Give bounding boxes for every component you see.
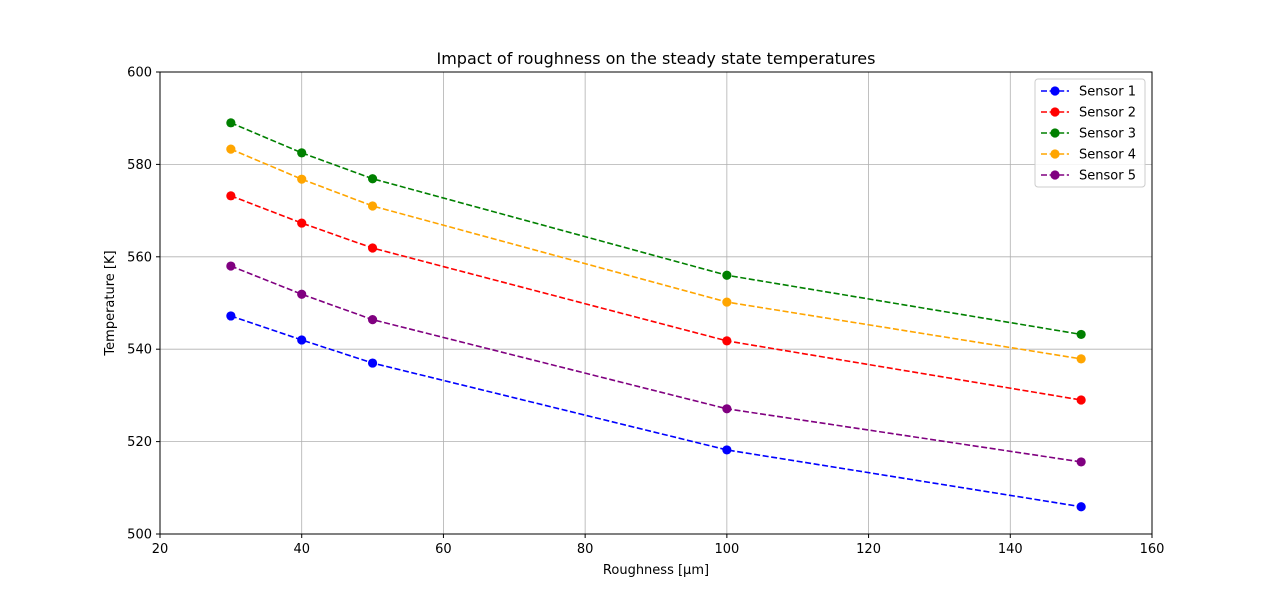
legend-item: Sensor 3: [1041, 127, 1136, 142]
data-point: [297, 335, 307, 345]
legend-label: Sensor 2: [1079, 106, 1136, 121]
series-3: [226, 118, 1086, 340]
data-point: [226, 311, 236, 321]
legend-box: [1034, 78, 1146, 188]
y-tick-label: 540: [127, 343, 152, 358]
data-point: [297, 174, 307, 184]
legend-item: Sensor 1: [1041, 85, 1136, 100]
x-tick-label: 80: [577, 542, 594, 557]
data-point: [1076, 329, 1086, 340]
data-point: [1076, 395, 1086, 405]
data-point: [226, 261, 236, 271]
legend-item: Sensor 4: [1041, 148, 1136, 163]
series-1: [226, 311, 1086, 512]
series-line: [230, 195, 1082, 401]
data-point: [722, 297, 732, 307]
legend-marker: [1050, 107, 1060, 117]
data-point: [1076, 354, 1086, 364]
series-group: [226, 118, 1086, 512]
legend-label: Sensor 5: [1079, 169, 1136, 184]
x-tick-label: 120: [856, 542, 881, 557]
x-axis-label: Roughness [μm]: [603, 563, 709, 578]
legend-item: Sensor 2: [1041, 106, 1136, 121]
y-tick-label: 500: [127, 528, 152, 543]
data-point: [722, 270, 732, 280]
series-5: [226, 261, 1086, 467]
data-point: [297, 148, 307, 158]
data-point: [367, 174, 378, 184]
legend-marker: [1050, 86, 1060, 96]
grid-lines: [159, 71, 1153, 535]
series-line: [230, 148, 1082, 360]
x-tick-label: 40: [293, 542, 310, 557]
y-tick-label: 560: [127, 250, 152, 265]
x-tick-label: 60: [435, 542, 452, 557]
legend-label: Sensor 1: [1079, 85, 1136, 100]
data-point: [297, 289, 307, 299]
data-point: [367, 358, 378, 368]
data-point: [226, 191, 236, 201]
y-tick-label: 600: [127, 66, 152, 81]
data-point: [297, 218, 307, 228]
series-2: [226, 191, 1086, 405]
data-point: [367, 315, 378, 325]
legend-marker: [1050, 170, 1060, 180]
legend-marker: [1050, 128, 1060, 138]
data-point: [367, 201, 378, 211]
data-point: [722, 445, 732, 455]
series-4: [226, 144, 1086, 364]
series-line: [230, 122, 1082, 336]
data-point: [1076, 502, 1086, 512]
legend-label: Sensor 4: [1079, 148, 1136, 163]
data-point: [226, 118, 236, 128]
x-tick-label: 160: [1140, 542, 1165, 557]
x-tick-label: 20: [152, 542, 169, 557]
data-point: [1076, 457, 1086, 467]
legend-label: Sensor 3: [1079, 127, 1136, 142]
y-tick-label: 520: [127, 435, 152, 450]
data-point: [722, 404, 732, 414]
y-tick-label: 580: [127, 158, 152, 173]
axis-ticks: 20 40 60 80 100 120 140 160 500 520 540 560 580 600: [127, 66, 1164, 558]
x-tick-label: 100: [714, 542, 739, 557]
chart-title: Impact of roughness on the steady state …: [437, 49, 876, 68]
x-tick-label: 140: [998, 542, 1023, 557]
data-point: [226, 144, 236, 154]
y-axis-label: Temperature [K]: [103, 250, 118, 356]
legend: Sensor 1 Sensor 2 Sensor 3 Sensor 4 Sensor 5: [1034, 78, 1146, 188]
data-point: [367, 243, 378, 253]
data-point: [722, 336, 732, 346]
legend-marker: [1050, 149, 1060, 159]
legend-item: Sensor 5: [1041, 169, 1136, 184]
series-line: [230, 315, 1082, 508]
plot-frame: [159, 71, 1153, 535]
